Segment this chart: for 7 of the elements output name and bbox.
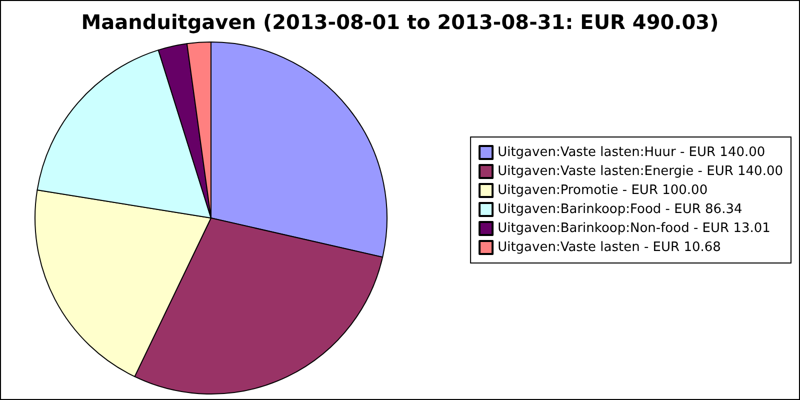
chart-title: Maanduitgaven (2013-08-01 to 2013-08-31: EUR 490.03) xyxy=(81,10,719,34)
legend-label: Uitgaven:Vaste lasten:Huur - EUR 140.00 xyxy=(498,145,766,160)
legend-label: Uitgaven:Promotie - EUR 100.00 xyxy=(498,183,708,198)
legend-label: Uitgaven:Vaste lasten:Energie - EUR 140.00 xyxy=(498,164,783,179)
legend-label: Uitgaven:Vaste lasten - EUR 10.68 xyxy=(498,240,721,255)
legend-label: Uitgaven:Barinkoop:Food - EUR 86.34 xyxy=(498,202,742,217)
legend-label: Uitgaven:Barinkoop:Non-food - EUR 13.01 xyxy=(498,221,770,236)
